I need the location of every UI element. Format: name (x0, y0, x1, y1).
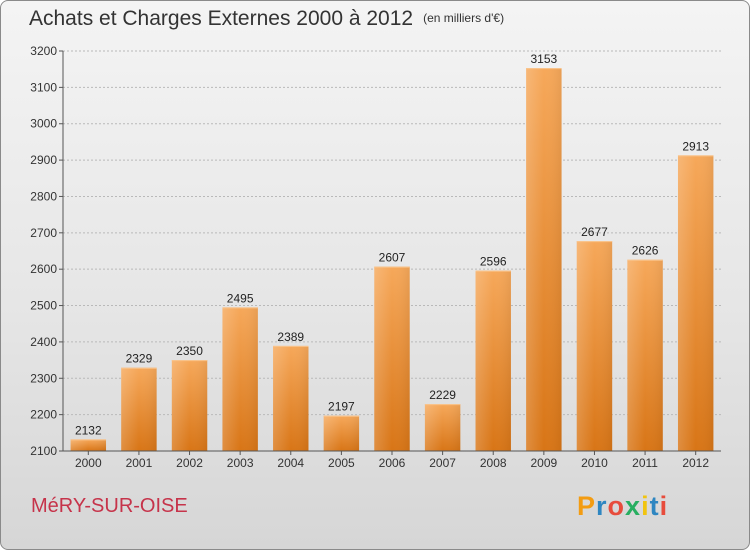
logo-letter: P (577, 491, 597, 521)
x-tick-label: 2011 (632, 456, 658, 470)
proxiti-logo: Proxiti (577, 491, 668, 522)
data-label: 2596 (480, 255, 507, 269)
bar-sheen (273, 345, 309, 451)
x-tick-label: 2006 (379, 456, 406, 470)
bar-sheen (323, 415, 360, 451)
y-tick-label: 3000 (30, 117, 57, 131)
bar-sheen (677, 155, 714, 451)
data-labels: 2132 2329 2350 2495 2389 2197 2607 2229 2596 3153… (75, 52, 709, 437)
chart-title: Achats et Charges Externes 2000 à 2012 (e… (29, 7, 504, 31)
data-label: 2350 (176, 344, 203, 358)
data-label: 2132 (75, 423, 102, 437)
logo-letter: i (641, 491, 650, 521)
x-tick-label: 2012 (682, 456, 709, 470)
y-tick-label: 2200 (30, 408, 57, 422)
data-label: 2389 (277, 330, 304, 344)
data-label: 2197 (328, 400, 355, 414)
x-tick-label: 2010 (581, 456, 608, 470)
logo-letter: r (596, 491, 608, 521)
x-tick-label: 2005 (328, 456, 355, 470)
y-tick-label: 2400 (30, 335, 57, 349)
y-axis-ticks: 2100 2200 2300 2400 2500 2600 2700 2800 2900 3000… (30, 44, 64, 458)
y-tick-label: 2800 (30, 189, 57, 203)
data-label: 2913 (682, 139, 709, 153)
bar-sheen (475, 270, 511, 451)
data-label: 2495 (227, 291, 254, 305)
bar-sheen (424, 404, 461, 451)
bar-sheen (171, 360, 208, 451)
chart-title-text: Achats et Charges Externes 2000 à 2012 (29, 7, 414, 30)
data-label: 2607 (379, 251, 406, 265)
bar-sheen (576, 241, 613, 451)
bar-sheen (374, 266, 410, 451)
x-axis-ticks: 2000 2001 2002 2003 2004 2005 2006 2007 2008 2009… (63, 450, 721, 470)
bar-sheen (526, 68, 562, 451)
bar-sheen (222, 307, 258, 451)
x-tick-label: 2007 (429, 456, 456, 470)
x-tick-label: 2001 (126, 456, 153, 470)
bar-sheen (121, 367, 157, 451)
commune-name: MéRY-SUR-OISE (31, 495, 188, 517)
x-tick-label: 2004 (277, 456, 304, 470)
logo-letter: o (607, 491, 626, 521)
data-label: 2677 (581, 225, 608, 239)
y-tick-label: 2900 (30, 153, 57, 167)
y-tick-label: 2100 (30, 444, 57, 458)
y-tick-label: 2600 (30, 262, 57, 276)
x-tick-label: 2003 (227, 456, 254, 470)
chart-subtitle: (en milliers d'€) (423, 11, 505, 25)
x-tick-label: 2002 (176, 456, 203, 470)
data-label: 2329 (126, 352, 153, 366)
y-tick-label: 3200 (30, 44, 57, 58)
logo-letter: t (649, 491, 660, 521)
y-tick-label: 2500 (30, 299, 57, 313)
x-tick-label: 2000 (75, 456, 102, 470)
data-label: 2626 (632, 244, 659, 258)
x-tick-label: 2008 (480, 456, 507, 470)
y-tick-label: 3100 (30, 80, 57, 94)
data-label: 3153 (530, 52, 557, 66)
bar-sheen (70, 439, 107, 451)
x-tick-label: 2009 (530, 456, 557, 470)
bar-sheen (627, 259, 663, 451)
logo-letter: i (659, 491, 669, 521)
y-tick-label: 2300 (30, 371, 57, 385)
logo-letter: x (625, 491, 642, 521)
data-label: 2229 (429, 388, 456, 402)
bars (70, 68, 714, 451)
y-tick-label: 2700 (30, 226, 57, 240)
